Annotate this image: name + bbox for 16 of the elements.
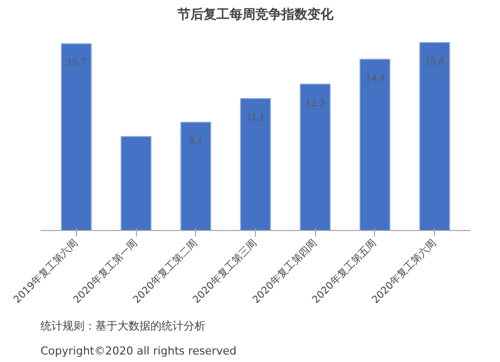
chart-title: 节后复工每周竞争指数变化 bbox=[176, 6, 334, 22]
bar bbox=[300, 84, 331, 230]
bar bbox=[240, 98, 271, 230]
data-label: 14.4 bbox=[365, 72, 386, 84]
data-label: 9.1 bbox=[188, 135, 203, 148]
data-label: 11.1 bbox=[246, 111, 265, 124]
bar bbox=[419, 42, 450, 230]
data-label: 15.7 bbox=[66, 56, 86, 69]
bar bbox=[360, 58, 390, 230]
text: Copyright©2020 all rights reserved bbox=[40, 344, 236, 358]
bar bbox=[180, 122, 212, 230]
data-label: 15.8 bbox=[425, 56, 445, 68]
data-label: 12.3 bbox=[306, 97, 326, 110]
bar bbox=[120, 136, 152, 230]
text: 统计规则：基于大数据的统计分析 bbox=[40, 320, 206, 332]
bar bbox=[60, 43, 92, 230]
